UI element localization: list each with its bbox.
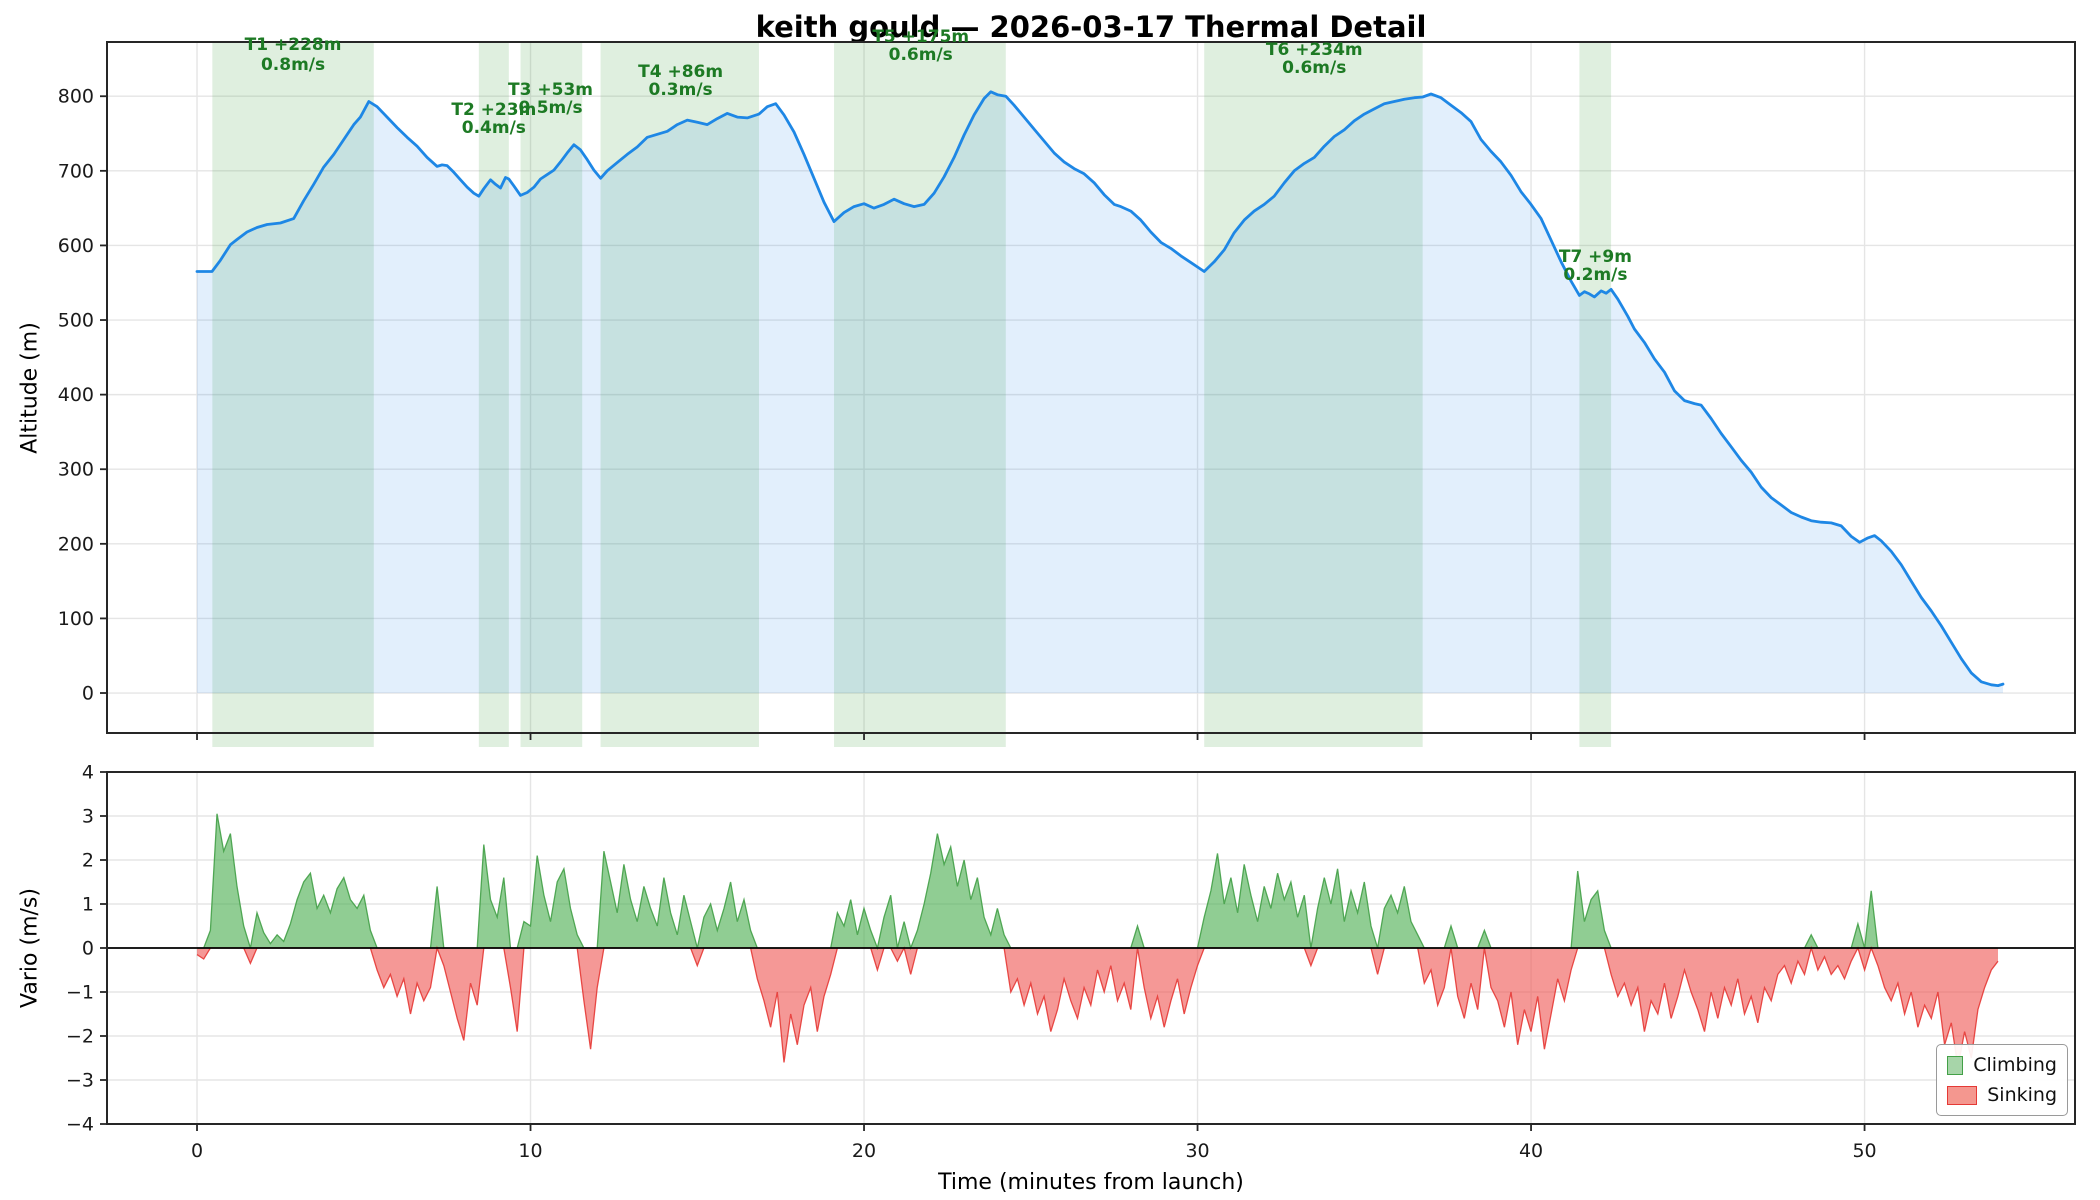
x-tick-label: 0	[191, 1140, 203, 1162]
thermal-label-t1-gain: T1 +228m	[245, 35, 342, 55]
thermal-label-t3-gain: T3 +53m	[508, 80, 593, 100]
thermal-label-t2-rate: 0.4m/s	[462, 118, 526, 138]
thermal-band-t2	[478, 42, 509, 747]
y-tick-label: 4	[82, 762, 94, 784]
thermal-label-t3-rate: 0.5m/s	[518, 98, 582, 118]
y-tick-label: 400	[58, 384, 94, 406]
thermal-label-t1-rate: 0.8m/s	[261, 55, 325, 75]
thermal-band-t3	[520, 42, 583, 747]
y-tick-label: −2	[66, 1026, 94, 1048]
vario-legend: Climbing Sinking	[1936, 1044, 2068, 1116]
legend-item-sinking: Sinking	[1947, 1084, 2057, 1106]
thermal-label-t7-rate: 0.2m/s	[1563, 265, 1627, 285]
thermal-label-t7-gain: T7 +9m	[1559, 247, 1632, 267]
x-axis-label: Time (minutes from launch)	[938, 1170, 1244, 1195]
thermal-label-t5-rate: 0.6m/s	[889, 45, 953, 65]
thermal-label-t6-gain: T6 +234m	[1266, 40, 1363, 60]
thermal-band-t4	[600, 42, 759, 747]
x-tick-label: 40	[1519, 1140, 1543, 1162]
x-tick-label: 50	[1852, 1140, 1876, 1162]
climbing-area	[197, 813, 1998, 948]
y-tick-label: 800	[58, 86, 94, 108]
altitude-line	[195, 90, 2005, 687]
y-tick-label: 700	[58, 160, 94, 182]
y-tick-label: 200	[58, 533, 94, 555]
y-tick-label: 100	[58, 608, 94, 630]
thermal-label-t2-gain: T2 +23m	[451, 100, 536, 120]
y-tick-label: 3	[82, 806, 94, 828]
sinking-area	[197, 948, 1998, 1067]
x-tick-label: 20	[852, 1140, 876, 1162]
altitude-axes-spines	[106, 41, 2076, 734]
y-tick-label: 0	[82, 938, 94, 960]
y-tick-label: 500	[58, 310, 94, 332]
x-tick-label: 30	[1185, 1140, 1209, 1162]
climbing-edge-line	[197, 813, 1998, 951]
thermal-label-t4-gain: T4 +86m	[638, 62, 723, 82]
climbing-swatch-icon	[1947, 1055, 1964, 1075]
thermal-label-t5-gain: T5 +175m	[872, 27, 969, 47]
thermal-label-t4-rate: 0.3m/s	[649, 80, 713, 100]
y-tick-label: 1	[82, 894, 94, 916]
sinking-swatch-icon	[1947, 1085, 1978, 1105]
thermal-band-t1	[212, 42, 374, 747]
legend-item-climbing: Climbing	[1947, 1054, 2057, 1076]
legend-label-climbing: Climbing	[1973, 1054, 2057, 1076]
y-tick-label: 600	[58, 235, 94, 257]
legend-label-sinking: Sinking	[1987, 1084, 2057, 1106]
thermal-band-t5	[834, 42, 1006, 747]
x-tick-label: 10	[518, 1140, 542, 1162]
y-tick-label: 0	[82, 683, 94, 705]
chart-title: keith gould — 2026-03-17 Thermal Detail	[755, 10, 1427, 44]
y-tick-label: 300	[58, 459, 94, 481]
y-tick-label: −4	[66, 1114, 94, 1136]
altitude-area-fill	[197, 91, 2003, 694]
y-tick-label: −1	[66, 982, 94, 1004]
thermal-label-t6-rate: 0.6m/s	[1282, 58, 1346, 78]
y-tick-label: 2	[82, 850, 94, 872]
thermal-band-t7	[1579, 42, 1612, 747]
y-tick-label: −3	[66, 1070, 94, 1092]
